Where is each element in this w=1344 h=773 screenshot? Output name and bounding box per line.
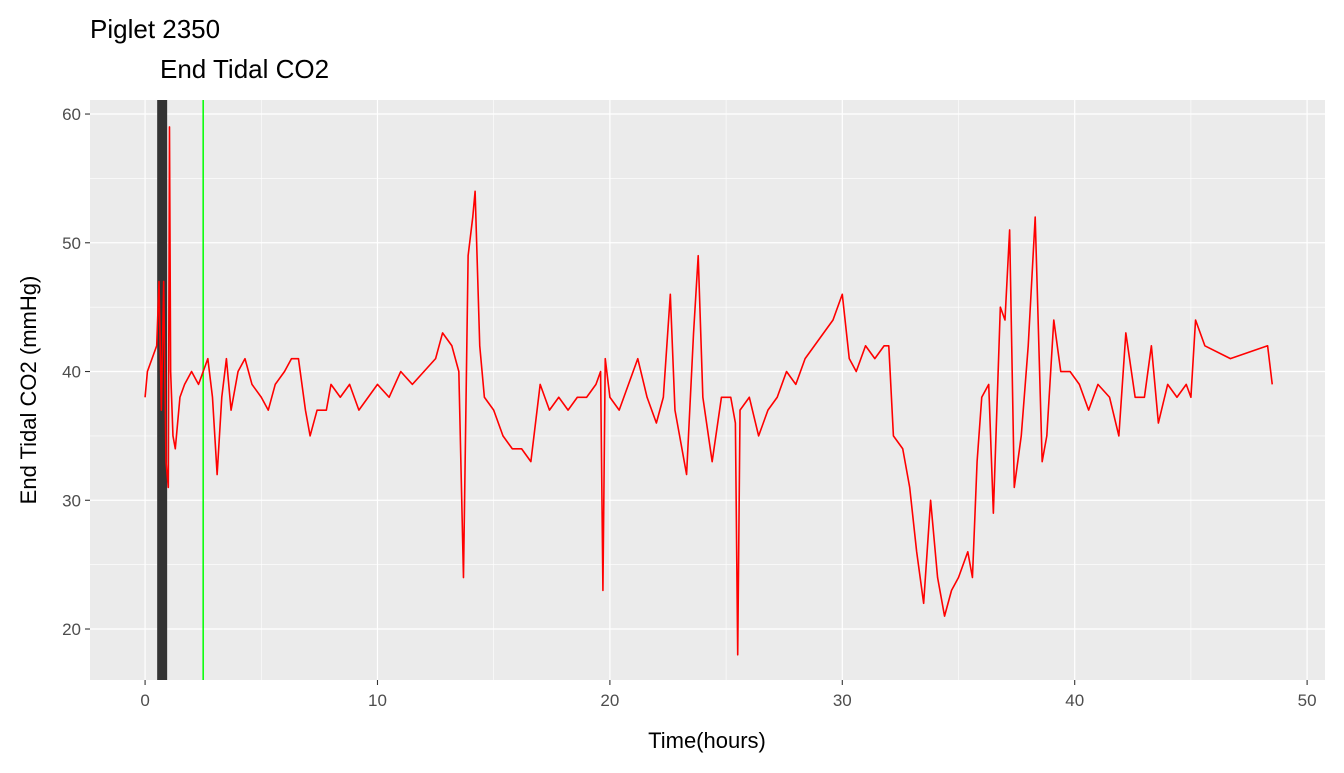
x-axis-title: Time(hours) <box>648 728 766 753</box>
chart-title: Piglet 2350 <box>90 14 220 44</box>
x-tick-label: 0 <box>140 691 149 710</box>
y-tick-label: 40 <box>62 363 81 382</box>
y-tick-label: 20 <box>62 620 81 639</box>
chart-subtitle: End Tidal CO2 <box>160 54 329 84</box>
x-tick-label: 20 <box>600 691 619 710</box>
y-tick-label: 30 <box>62 491 81 510</box>
y-tick-label: 50 <box>62 234 81 253</box>
x-tick-label: 10 <box>368 691 387 710</box>
y-axis-title: End Tidal CO2 (mmHg) <box>16 276 41 505</box>
data-line <box>144 126 1274 656</box>
x-tick-label: 40 <box>1065 691 1084 710</box>
panel <box>90 100 1325 680</box>
x-tick-label: 30 <box>833 691 852 710</box>
y-tick-label: 60 <box>62 105 81 124</box>
x-tick-label: 50 <box>1298 691 1317 710</box>
